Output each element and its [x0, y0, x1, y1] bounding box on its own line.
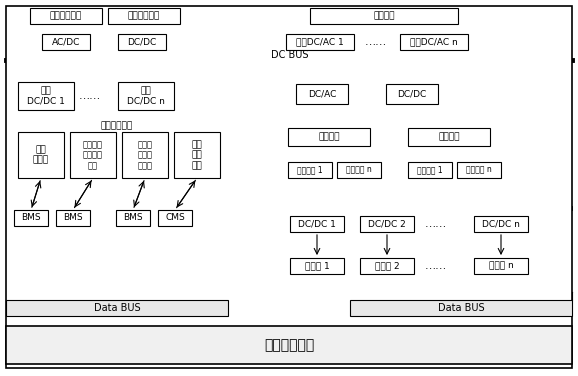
- Text: DC/DC n: DC/DC n: [482, 220, 520, 229]
- Text: BMS: BMS: [21, 214, 41, 223]
- Text: 双向DC/AC 1: 双向DC/AC 1: [296, 38, 344, 47]
- Text: CMS: CMS: [165, 214, 185, 223]
- Bar: [122, 132, 168, 178]
- Bar: [70, 132, 116, 178]
- Text: ……: ……: [365, 37, 387, 47]
- Text: 直流负荷 n: 直流负荷 n: [466, 165, 492, 174]
- Bar: [474, 258, 528, 274]
- Text: ……: ……: [425, 219, 447, 229]
- Bar: [18, 82, 74, 110]
- Bar: [474, 216, 528, 232]
- Bar: [118, 34, 166, 50]
- Bar: [290, 258, 344, 274]
- Bar: [30, 8, 102, 24]
- Bar: [408, 162, 452, 178]
- Text: BMS: BMS: [123, 214, 143, 223]
- Text: 充电机 1: 充电机 1: [305, 261, 329, 270]
- Bar: [360, 216, 414, 232]
- Bar: [288, 128, 370, 146]
- Bar: [288, 162, 332, 178]
- Text: Data BUS: Data BUS: [438, 303, 484, 313]
- Text: AC/DC: AC/DC: [52, 38, 80, 47]
- Text: 储能及换
电互用电
池组: 储能及换 电互用电 池组: [83, 140, 103, 170]
- Bar: [12, 118, 222, 238]
- Bar: [286, 34, 354, 50]
- Bar: [408, 128, 490, 146]
- Text: DC/DC 1: DC/DC 1: [298, 220, 336, 229]
- Text: DC/DC: DC/DC: [127, 38, 157, 47]
- Text: 配电模块: 配电模块: [373, 12, 395, 21]
- Text: 电动汽
车换电
电池组: 电动汽 车换电 电池组: [138, 140, 153, 170]
- Text: 直流负荷 1: 直流负荷 1: [417, 165, 443, 174]
- Bar: [6, 300, 228, 316]
- Bar: [118, 82, 174, 110]
- Text: ……: ……: [79, 91, 101, 101]
- Text: BMS: BMS: [63, 214, 83, 223]
- Text: Data BUS: Data BUS: [94, 303, 140, 313]
- Bar: [14, 210, 48, 226]
- Bar: [360, 258, 414, 274]
- Text: 直流微网: 直流微网: [438, 132, 460, 141]
- Bar: [42, 34, 90, 50]
- Text: 充电机 n: 充电机 n: [488, 261, 513, 270]
- Text: 充电机 2: 充电机 2: [375, 261, 399, 270]
- Bar: [18, 132, 64, 178]
- Bar: [116, 210, 150, 226]
- Text: DC BUS: DC BUS: [271, 50, 309, 60]
- Text: 双向
DC/DC 1: 双向 DC/DC 1: [27, 86, 65, 106]
- Text: 储能
电池组: 储能 电池组: [33, 145, 49, 165]
- Bar: [158, 210, 192, 226]
- Text: DC/AC: DC/AC: [308, 89, 336, 99]
- Text: ……: ……: [425, 261, 447, 271]
- Bar: [296, 84, 348, 104]
- Text: DC/DC 2: DC/DC 2: [368, 220, 406, 229]
- Text: 光伏发电模块: 光伏发电模块: [128, 12, 160, 21]
- Bar: [310, 8, 458, 24]
- Text: 交流负荷 n: 交流负荷 n: [346, 165, 372, 174]
- Text: 超级
电容
器组: 超级 电容 器组: [192, 140, 202, 170]
- Bar: [457, 162, 501, 178]
- Text: 综合储能模块: 综合储能模块: [101, 121, 133, 130]
- Text: 双向DC/AC n: 双向DC/AC n: [410, 38, 458, 47]
- Text: DC/DC: DC/DC: [397, 89, 427, 99]
- Bar: [350, 300, 572, 316]
- Bar: [174, 132, 220, 178]
- Bar: [6, 326, 572, 364]
- Bar: [56, 210, 90, 226]
- Bar: [386, 84, 438, 104]
- Text: 双向
DC/DC n: 双向 DC/DC n: [127, 86, 165, 106]
- Text: 交流负荷 1: 交流负荷 1: [297, 165, 323, 174]
- Text: 交流微网: 交流微网: [318, 132, 340, 141]
- Text: 监控调度模块: 监控调度模块: [264, 338, 314, 352]
- Bar: [400, 34, 468, 50]
- Bar: [290, 216, 344, 232]
- Text: 风力发电模块: 风力发电模块: [50, 12, 82, 21]
- Bar: [108, 8, 180, 24]
- Bar: [337, 162, 381, 178]
